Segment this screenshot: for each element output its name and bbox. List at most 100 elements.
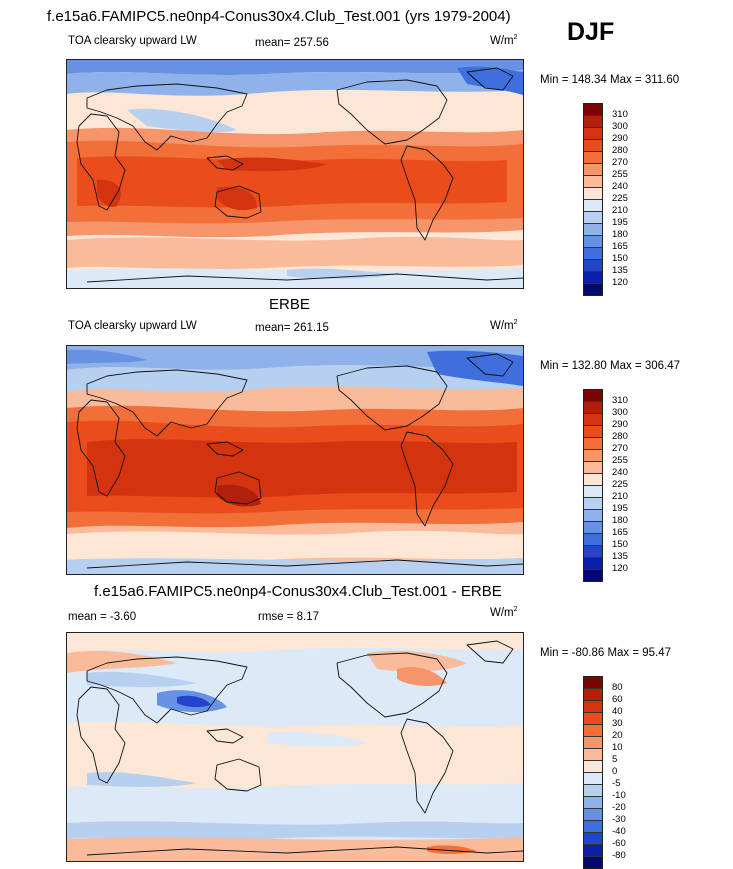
colorbar-swatch bbox=[584, 820, 602, 832]
colorbar-swatch bbox=[584, 473, 602, 485]
colorbar-label: 280 bbox=[612, 145, 628, 156]
colorbar-label: 225 bbox=[612, 479, 628, 490]
colorbar-swatch bbox=[584, 677, 602, 688]
colorbar-swatch bbox=[584, 844, 602, 856]
colorbar-label: -10 bbox=[612, 790, 626, 801]
colorbar-label: 270 bbox=[612, 443, 628, 454]
colorbar-swatch bbox=[584, 509, 602, 521]
panel3-colorbar bbox=[583, 676, 603, 869]
colorbar-swatch bbox=[584, 211, 602, 223]
colorbar-swatch bbox=[584, 247, 602, 259]
colorbar-label: 0 bbox=[612, 766, 618, 777]
colorbar-swatch bbox=[584, 784, 602, 796]
colorbar-swatch bbox=[584, 796, 602, 808]
panel1-mean: mean= 257.56 bbox=[255, 37, 329, 49]
colorbar-label: 150 bbox=[612, 539, 628, 550]
colorbar-swatch bbox=[584, 283, 602, 295]
season-label: DJF bbox=[567, 18, 615, 46]
panel2-unit: W/m2 bbox=[490, 319, 518, 332]
panel1-variable: TOA clearsky upward LW bbox=[68, 35, 197, 47]
panel3-map bbox=[66, 632, 524, 862]
panel2-minmax: Min = 132.80 Max = 306.47 bbox=[540, 360, 681, 372]
panel1-minmax: Min = 148.34 Max = 311.60 bbox=[540, 74, 680, 86]
panel3-rmse: rmse = 8.17 bbox=[258, 611, 320, 623]
colorbar-swatch bbox=[584, 557, 602, 569]
colorbar-swatch bbox=[584, 235, 602, 247]
colorbar-swatch bbox=[584, 485, 602, 497]
colorbar-label: 20 bbox=[612, 730, 623, 741]
colorbar-label: 210 bbox=[612, 491, 628, 502]
panel2-variable: TOA clearsky upward LW bbox=[68, 320, 197, 332]
colorbar-swatch bbox=[584, 700, 602, 712]
colorbar-swatch bbox=[584, 856, 602, 868]
colorbar-label: 195 bbox=[612, 217, 628, 228]
colorbar-swatch bbox=[584, 390, 602, 401]
colorbar-swatch bbox=[584, 163, 602, 175]
colorbar-label: -20 bbox=[612, 802, 626, 813]
panel2-heading: ERBE bbox=[269, 296, 310, 313]
panel3-unit: W/m2 bbox=[490, 606, 518, 619]
colorbar-label: 5 bbox=[612, 754, 618, 765]
colorbar-swatch bbox=[584, 437, 602, 449]
panel2-mean: mean= 261.15 bbox=[255, 322, 329, 334]
colorbar-swatch bbox=[584, 175, 602, 187]
colorbar-label: 290 bbox=[612, 133, 628, 144]
colorbar-label: -30 bbox=[612, 814, 626, 825]
colorbar-swatch bbox=[584, 521, 602, 533]
colorbar-label: 300 bbox=[612, 407, 628, 418]
panel3-mean: mean = -3.60 bbox=[68, 611, 137, 623]
colorbar-label: 60 bbox=[612, 694, 623, 705]
colorbar-swatch bbox=[584, 199, 602, 211]
colorbar-label: 280 bbox=[612, 431, 628, 442]
colorbar-label: 135 bbox=[612, 551, 628, 562]
colorbar-swatch bbox=[584, 712, 602, 724]
colorbar-swatch bbox=[584, 187, 602, 199]
colorbar-label: 240 bbox=[612, 467, 628, 478]
colorbar-label: 225 bbox=[612, 193, 628, 204]
colorbar-label: 300 bbox=[612, 121, 628, 132]
colorbar-label: 255 bbox=[612, 169, 628, 180]
colorbar-label: 165 bbox=[612, 241, 628, 252]
colorbar-label: 310 bbox=[612, 109, 628, 120]
panel1-colorbar bbox=[583, 103, 603, 296]
colorbar-label: 270 bbox=[612, 157, 628, 168]
colorbar-label: 10 bbox=[612, 742, 623, 753]
colorbar-swatch bbox=[584, 104, 602, 115]
colorbar-swatch bbox=[584, 808, 602, 820]
colorbar-label: 195 bbox=[612, 503, 628, 514]
panel2-map bbox=[66, 345, 524, 575]
panel3-minmax: Min = -80.86 Max = 95.47 bbox=[540, 647, 672, 659]
colorbar-label: 150 bbox=[612, 253, 628, 264]
colorbar-label: 180 bbox=[612, 229, 628, 240]
colorbar-label: 240 bbox=[612, 181, 628, 192]
colorbar-label: 40 bbox=[612, 706, 623, 717]
colorbar-swatch bbox=[584, 569, 602, 581]
colorbar-swatch bbox=[584, 736, 602, 748]
colorbar-label: -60 bbox=[612, 838, 626, 849]
colorbar-swatch bbox=[584, 139, 602, 151]
panel3-heading: f.e15a6.FAMIPC5.ne0np4-Conus30x4.Club_Te… bbox=[94, 583, 502, 600]
colorbar-label: 135 bbox=[612, 265, 628, 276]
colorbar-label: -80 bbox=[612, 850, 626, 861]
colorbar-swatch bbox=[584, 748, 602, 760]
colorbar-label: 180 bbox=[612, 515, 628, 526]
colorbar-swatch bbox=[584, 151, 602, 163]
colorbar-swatch bbox=[584, 401, 602, 413]
colorbar-swatch bbox=[584, 425, 602, 437]
colorbar-swatch bbox=[584, 223, 602, 235]
colorbar-swatch bbox=[584, 271, 602, 283]
colorbar-label: 80 bbox=[612, 682, 623, 693]
colorbar-swatch bbox=[584, 127, 602, 139]
colorbar-swatch bbox=[584, 413, 602, 425]
colorbar-swatch bbox=[584, 688, 602, 700]
colorbar-label: -5 bbox=[612, 778, 621, 789]
panel2-colorbar bbox=[583, 389, 603, 582]
panel1-unit: W/m2 bbox=[490, 34, 518, 47]
colorbar-label: 255 bbox=[612, 455, 628, 466]
colorbar-label: 30 bbox=[612, 718, 623, 729]
colorbar-swatch bbox=[584, 724, 602, 736]
colorbar-label: 210 bbox=[612, 205, 628, 216]
colorbar-swatch bbox=[584, 533, 602, 545]
colorbar-label: -40 bbox=[612, 826, 626, 837]
colorbar-swatch bbox=[584, 449, 602, 461]
